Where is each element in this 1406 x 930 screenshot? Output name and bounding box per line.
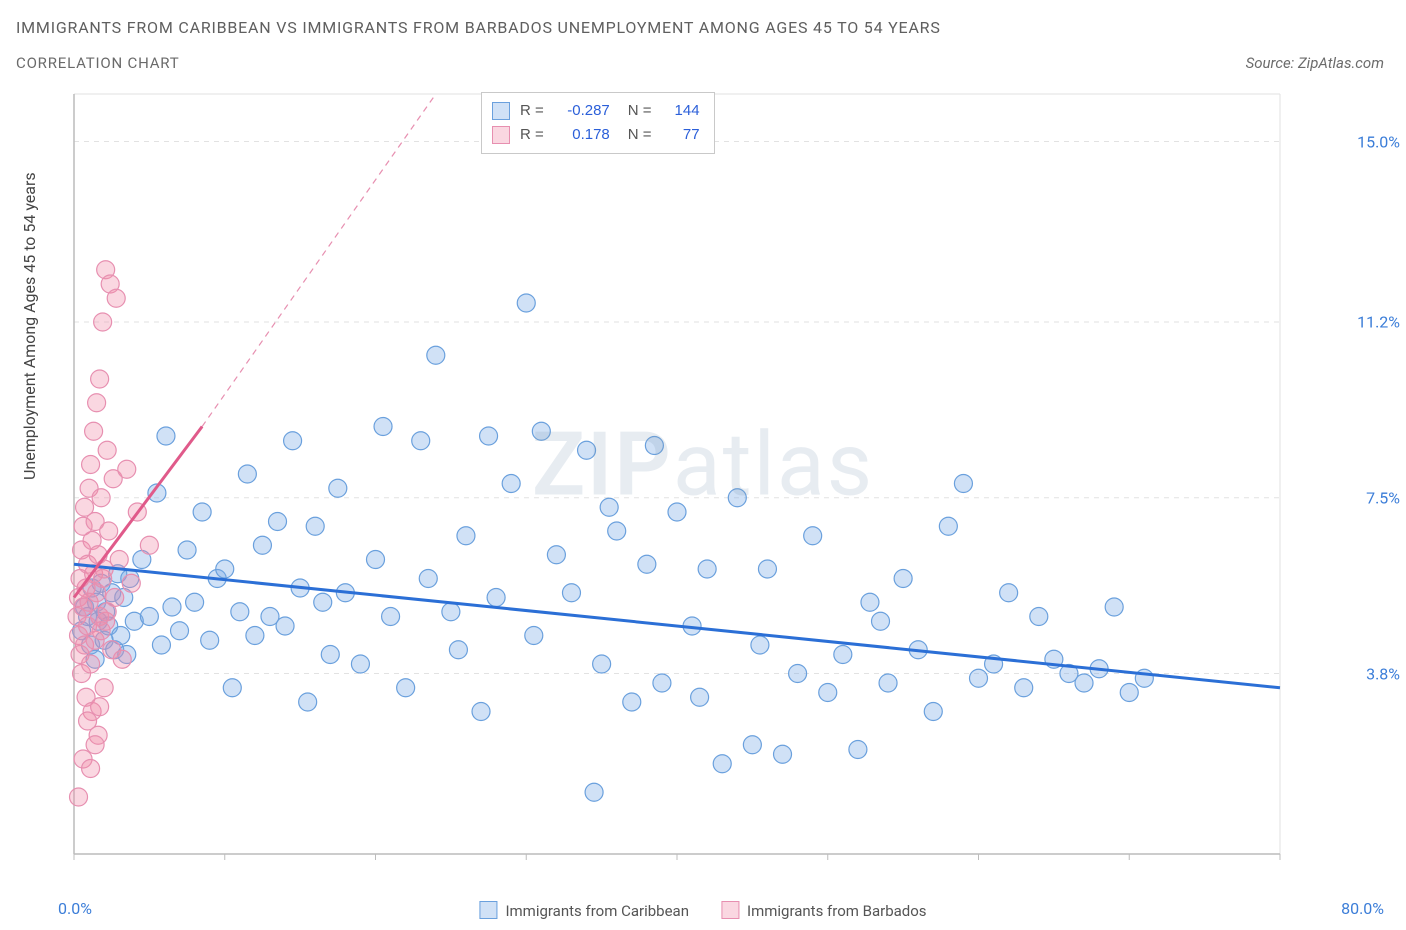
y-tick-label: 3.8% bbox=[1366, 664, 1400, 683]
stats-r-label: R = bbox=[520, 99, 544, 123]
source-attribution: Source: ZipAtlas.com bbox=[1246, 54, 1384, 72]
y-tick-label: 15.0% bbox=[1357, 132, 1400, 151]
legend-swatch-barbados bbox=[721, 901, 739, 919]
legend-item-barbados: Immigrants from Barbados bbox=[721, 901, 927, 920]
legend-item-caribbean: Immigrants from Caribbean bbox=[479, 901, 689, 920]
stats-r-value: -0.287 bbox=[554, 99, 610, 123]
stats-n-label: N = bbox=[628, 99, 652, 123]
scatter-plot bbox=[60, 88, 1350, 878]
legend-label-barbados: Immigrants from Barbados bbox=[747, 902, 927, 920]
correlation-stats-box: R = -0.287 N = 144 R = 0.178 N = 77 bbox=[481, 92, 715, 154]
stats-swatch bbox=[492, 102, 510, 120]
chart-title-line2: CORRELATION CHART bbox=[16, 54, 180, 72]
y-tick-label: 7.5% bbox=[1366, 488, 1400, 507]
x-axis-min-label: 0.0% bbox=[58, 899, 92, 918]
legend-label-caribbean: Immigrants from Caribbean bbox=[505, 902, 689, 920]
stats-n-value: 77 bbox=[662, 123, 700, 147]
stats-r-value: 0.178 bbox=[554, 123, 610, 147]
stats-row: R = 0.178 N = 77 bbox=[492, 123, 700, 147]
stats-row: R = -0.287 N = 144 bbox=[492, 99, 700, 123]
stats-n-value: 144 bbox=[662, 99, 700, 123]
x-axis-max-label: 80.0% bbox=[1341, 899, 1384, 918]
chart-title-line1: IMMIGRANTS FROM CARIBBEAN VS IMMIGRANTS … bbox=[16, 18, 941, 37]
stats-swatch bbox=[492, 126, 510, 144]
y-tick-label: 11.2% bbox=[1357, 313, 1400, 332]
bottom-legend: Immigrants from Caribbean Immigrants fro… bbox=[479, 901, 926, 920]
stats-n-label: N = bbox=[628, 123, 652, 147]
stats-r-label: R = bbox=[520, 123, 544, 147]
y-axis-label: Unemployment Among Ages 45 to 54 years bbox=[20, 172, 39, 480]
legend-swatch-caribbean bbox=[479, 901, 497, 919]
